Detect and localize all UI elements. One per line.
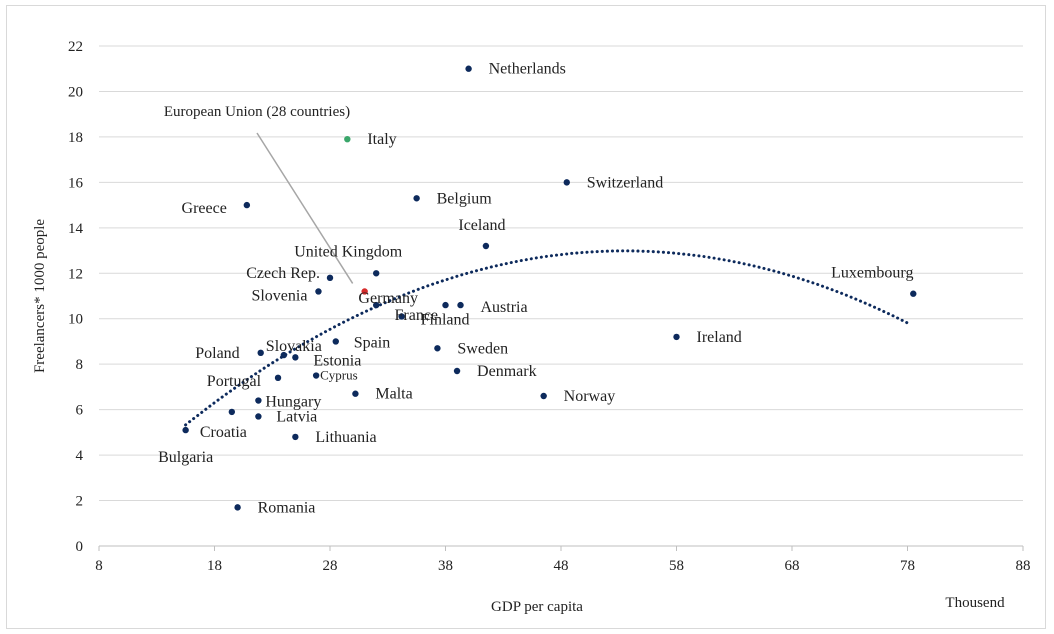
point-label: Luxembourg	[831, 265, 913, 282]
callout-label: European Union (28 countries)	[164, 104, 350, 120]
x-tick-label: 38	[438, 558, 453, 574]
data-point	[352, 390, 359, 397]
callout-leader-line	[256, 132, 354, 284]
y-tick-label: 4	[76, 448, 84, 464]
data-point	[255, 413, 262, 420]
data-point	[315, 288, 322, 295]
data-point	[413, 195, 420, 202]
data-point	[361, 288, 368, 295]
data-point	[373, 301, 380, 309]
x-tick-label: 18	[207, 558, 222, 574]
data-point	[482, 242, 490, 250]
gridlines	[99, 45, 1023, 502]
point-label: Greece	[182, 200, 227, 217]
callout-leader	[256, 132, 354, 284]
x-tick-label: 68	[785, 558, 800, 574]
point-label: Latvia	[276, 408, 317, 425]
point-label: Estonia	[313, 352, 361, 369]
data-point	[326, 274, 334, 282]
y-tick-label: 12	[68, 266, 83, 282]
point-label: Iceland	[458, 217, 505, 234]
chart-frame	[6, 5, 1046, 629]
point-label: Czech Rep.	[246, 265, 320, 282]
y-tick-label: 16	[68, 175, 84, 191]
y-tick-label: 14	[68, 221, 84, 237]
trendline	[184, 249, 909, 427]
data-point	[274, 374, 282, 382]
y-tick-label: 8	[76, 357, 84, 373]
x-tick-label: 8	[95, 558, 103, 574]
point-labels: Netherlands Italy Switzerland Belgium Greece…	[158, 61, 913, 517]
data-point	[255, 397, 262, 404]
data-point	[228, 408, 236, 416]
x-tick-label: 58	[669, 558, 684, 574]
data-point	[344, 135, 351, 143]
point-label: Croatia	[200, 424, 247, 441]
point-label: Austria	[481, 299, 528, 316]
y-axis-title: Freelancers* 1000 people	[32, 219, 48, 373]
data-point	[182, 426, 189, 434]
y-tick-label: 10	[68, 312, 83, 328]
data-point	[373, 270, 380, 277]
x-tick-label: 28	[323, 558, 338, 574]
data-point	[453, 367, 461, 375]
point-label: Cyprus	[320, 368, 358, 383]
data-point	[332, 338, 339, 345]
y-tick-label: 22	[68, 39, 83, 55]
data-point	[434, 345, 441, 352]
x-tick-label: 48	[554, 558, 569, 574]
point-label: Switzerland	[587, 174, 663, 191]
point-label: Finland	[421, 311, 470, 328]
y-tick-label: 18	[68, 130, 83, 146]
point-label: Portugal	[207, 373, 262, 390]
point-label: Lithuania	[315, 429, 376, 446]
point-label: Slovenia	[251, 287, 307, 304]
y-tick-label: 20	[68, 84, 83, 100]
data-point	[292, 354, 299, 361]
point-label: Ireland	[697, 329, 742, 346]
point-label: France	[395, 307, 439, 324]
data-point	[312, 372, 320, 379]
data-point	[540, 392, 547, 400]
point-label: Sweden	[457, 340, 508, 357]
point-label: Malta	[375, 386, 412, 403]
point-label: Poland	[195, 345, 239, 362]
data-point	[465, 65, 472, 72]
data-point	[563, 179, 570, 186]
x-tick-labels: 8 18 28 38 48 58 68 78 88	[95, 546, 1031, 574]
point-label: Netherlands	[489, 61, 566, 78]
y-tick-label: 0	[76, 539, 84, 555]
data-point	[442, 301, 449, 309]
x-axis-unit-note: Thousend	[945, 595, 1005, 611]
point-label: Italy	[367, 131, 396, 148]
y-tick-labels: 0 2 4 6 8 10 12 14 16 18 20 22	[68, 39, 84, 555]
data-point	[457, 301, 464, 309]
point-label: Slovakia	[266, 338, 322, 355]
point-label: Bulgaria	[158, 449, 213, 466]
data-point	[398, 313, 405, 320]
data-point	[243, 201, 251, 209]
x-tick-label: 78	[900, 558, 915, 574]
point-label: Hungary	[265, 394, 321, 411]
point-label: Germany	[358, 290, 418, 307]
data-point	[257, 349, 264, 357]
point-label: Spain	[354, 334, 390, 351]
data-point	[280, 351, 287, 359]
point-label: Belgium	[437, 190, 493, 207]
x-axis-title: GDP per capita	[491, 599, 583, 615]
point-label: Denmark	[477, 363, 537, 380]
data-point	[292, 433, 299, 441]
x-tick-label: 88	[1016, 558, 1031, 574]
data-point	[673, 333, 680, 341]
y-tick-label: 6	[76, 403, 84, 419]
data-point	[910, 290, 917, 297]
point-label: Romania	[258, 499, 316, 516]
trendline-path	[184, 249, 909, 427]
y-tick-label: 2	[76, 494, 84, 510]
data-point	[234, 504, 241, 511]
data-points	[182, 65, 917, 511]
point-label: Norway	[564, 388, 616, 405]
point-label: United Kingdom	[294, 243, 403, 260]
